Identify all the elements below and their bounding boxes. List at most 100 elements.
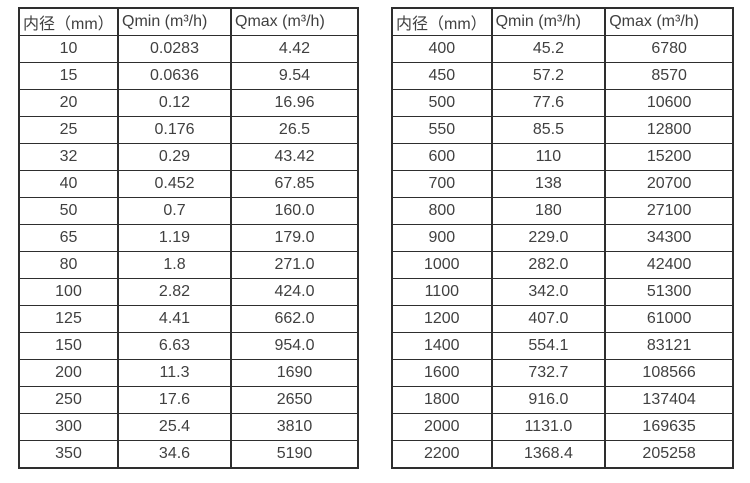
table-row: 350 34.6 5190 — [18, 440, 359, 469]
table-cell: 43.42 — [230, 143, 359, 171]
table-row: 10 0.0283 4.42 — [18, 35, 359, 63]
table-cell: 300 — [18, 413, 119, 441]
table-row: 2200 1368.4 205258 — [391, 440, 734, 469]
table-cell: 50 — [18, 197, 119, 225]
table-cell: 1000 — [391, 251, 493, 279]
table-row: 1000 282.0 42400 — [391, 251, 734, 279]
table-cell: 732.7 — [490, 359, 607, 387]
table-cell: 150 — [18, 332, 119, 360]
table-cell: 15 — [18, 62, 119, 90]
table-cell: 9.54 — [230, 62, 359, 90]
table-cell: 0.0636 — [117, 62, 232, 90]
table-cell: 26.5 — [230, 116, 359, 144]
table-cell: 137404 — [604, 386, 734, 414]
flow-spec-table-right: 内径（mm） Qmin (m³/h) Qmax (m³/h) 400 45.2 6780 4… — [391, 7, 734, 469]
table-cell: 3810 — [230, 413, 359, 441]
table-cell: 424.0 — [230, 278, 359, 306]
table-row: 32 0.29 43.42 — [18, 143, 359, 171]
table-row: 15 0.0636 9.54 — [18, 62, 359, 90]
table-cell: 65 — [18, 224, 119, 252]
table-row: 1400 554.1 83121 — [391, 332, 734, 360]
table-row: 1600 732.7 108566 — [391, 359, 734, 387]
table-row: 25 0.176 26.5 — [18, 116, 359, 144]
table-cell: 1368.4 — [490, 440, 607, 469]
table-row: 900 229.0 34300 — [391, 224, 734, 252]
table-cell: 34.6 — [117, 440, 232, 469]
table-cell: 15200 — [604, 143, 734, 171]
table-cell: 2000 — [391, 413, 493, 441]
table-cell: 32 — [18, 143, 119, 171]
table-cell: 2.82 — [117, 278, 232, 306]
table-cell: 954.0 — [230, 332, 359, 360]
table-cell: 282.0 — [490, 251, 607, 279]
table-cell: 500 — [391, 89, 493, 117]
table-cell: 1.19 — [117, 224, 232, 252]
table-cell: 4.41 — [117, 305, 232, 333]
column-header: Qmax (m³/h) — [604, 7, 734, 36]
table-row: 1200 407.0 61000 — [391, 305, 734, 333]
table-row: 80 1.8 271.0 — [18, 251, 359, 279]
table-cell: 342.0 — [490, 278, 607, 306]
table-cell: 20700 — [604, 170, 734, 198]
table-cell: 8570 — [604, 62, 734, 90]
table-row: 20 0.12 16.96 — [18, 89, 359, 117]
table-cell: 25 — [18, 116, 119, 144]
table-row: 100 2.82 424.0 — [18, 278, 359, 306]
table-cell: 45.2 — [490, 35, 607, 63]
table-cell: 51300 — [604, 278, 734, 306]
table-cell: 0.29 — [117, 143, 232, 171]
table-cell: 1400 — [391, 332, 493, 360]
table-cell: 27100 — [604, 197, 734, 225]
table-row: 50 0.7 160.0 — [18, 197, 359, 225]
table-cell: 10600 — [604, 89, 734, 117]
table-row: 1800 916.0 137404 — [391, 386, 734, 414]
table-cell: 12800 — [604, 116, 734, 144]
column-header: Qmin (m³/h) — [117, 7, 232, 36]
table-row: 450 57.2 8570 — [391, 62, 734, 90]
table-cell: 100 — [18, 278, 119, 306]
table-cell: 34300 — [604, 224, 734, 252]
table-cell: 169635 — [604, 413, 734, 441]
table-cell: 350 — [18, 440, 119, 469]
table-row: 800 180 27100 — [391, 197, 734, 225]
table-cell: 138 — [490, 170, 607, 198]
table-cell: 2200 — [391, 440, 493, 469]
table-cell: 1131.0 — [490, 413, 607, 441]
table-cell: 67.85 — [230, 170, 359, 198]
table-cell: 42400 — [604, 251, 734, 279]
table-cell: 4.42 — [230, 35, 359, 63]
table-row: 65 1.19 179.0 — [18, 224, 359, 252]
table-cell: 205258 — [604, 440, 734, 469]
table-row: 500 77.6 10600 — [391, 89, 734, 117]
flow-spec-table-left: 内径（mm） Qmin (m³/h) Qmax (m³/h) 10 0.0283 4.42… — [18, 7, 359, 469]
table-cell: 80 — [18, 251, 119, 279]
table-cell: 271.0 — [230, 251, 359, 279]
table-cell: 550 — [391, 116, 493, 144]
column-header: 内径（mm） — [18, 7, 119, 36]
table-cell: 0.176 — [117, 116, 232, 144]
table-cell: 16.96 — [230, 89, 359, 117]
table-cell: 11.3 — [117, 359, 232, 387]
table-cell: 0.12 — [117, 89, 232, 117]
table-cell: 125 — [18, 305, 119, 333]
table-cell: 1600 — [391, 359, 493, 387]
table-cell: 40 — [18, 170, 119, 198]
table-cell: 10 — [18, 35, 119, 63]
table-row: 200 11.3 1690 — [18, 359, 359, 387]
column-header: Qmax (m³/h) — [230, 7, 359, 36]
table-cell: 1800 — [391, 386, 493, 414]
table-cell: 200 — [18, 359, 119, 387]
column-header: Qmin (m³/h) — [490, 7, 607, 36]
table-cell: 57.2 — [490, 62, 607, 90]
table-cell: 0.0283 — [117, 35, 232, 63]
table-cell: 700 — [391, 170, 493, 198]
table-cell: 6780 — [604, 35, 734, 63]
table-row: 250 17.6 2650 — [18, 386, 359, 414]
table-row: 550 85.5 12800 — [391, 116, 734, 144]
table-cell: 17.6 — [117, 386, 232, 414]
header-row: 内径（mm） Qmin (m³/h) Qmax (m³/h) — [18, 7, 359, 36]
table-cell: 600 — [391, 143, 493, 171]
table-cell: 800 — [391, 197, 493, 225]
table-cell: 6.63 — [117, 332, 232, 360]
